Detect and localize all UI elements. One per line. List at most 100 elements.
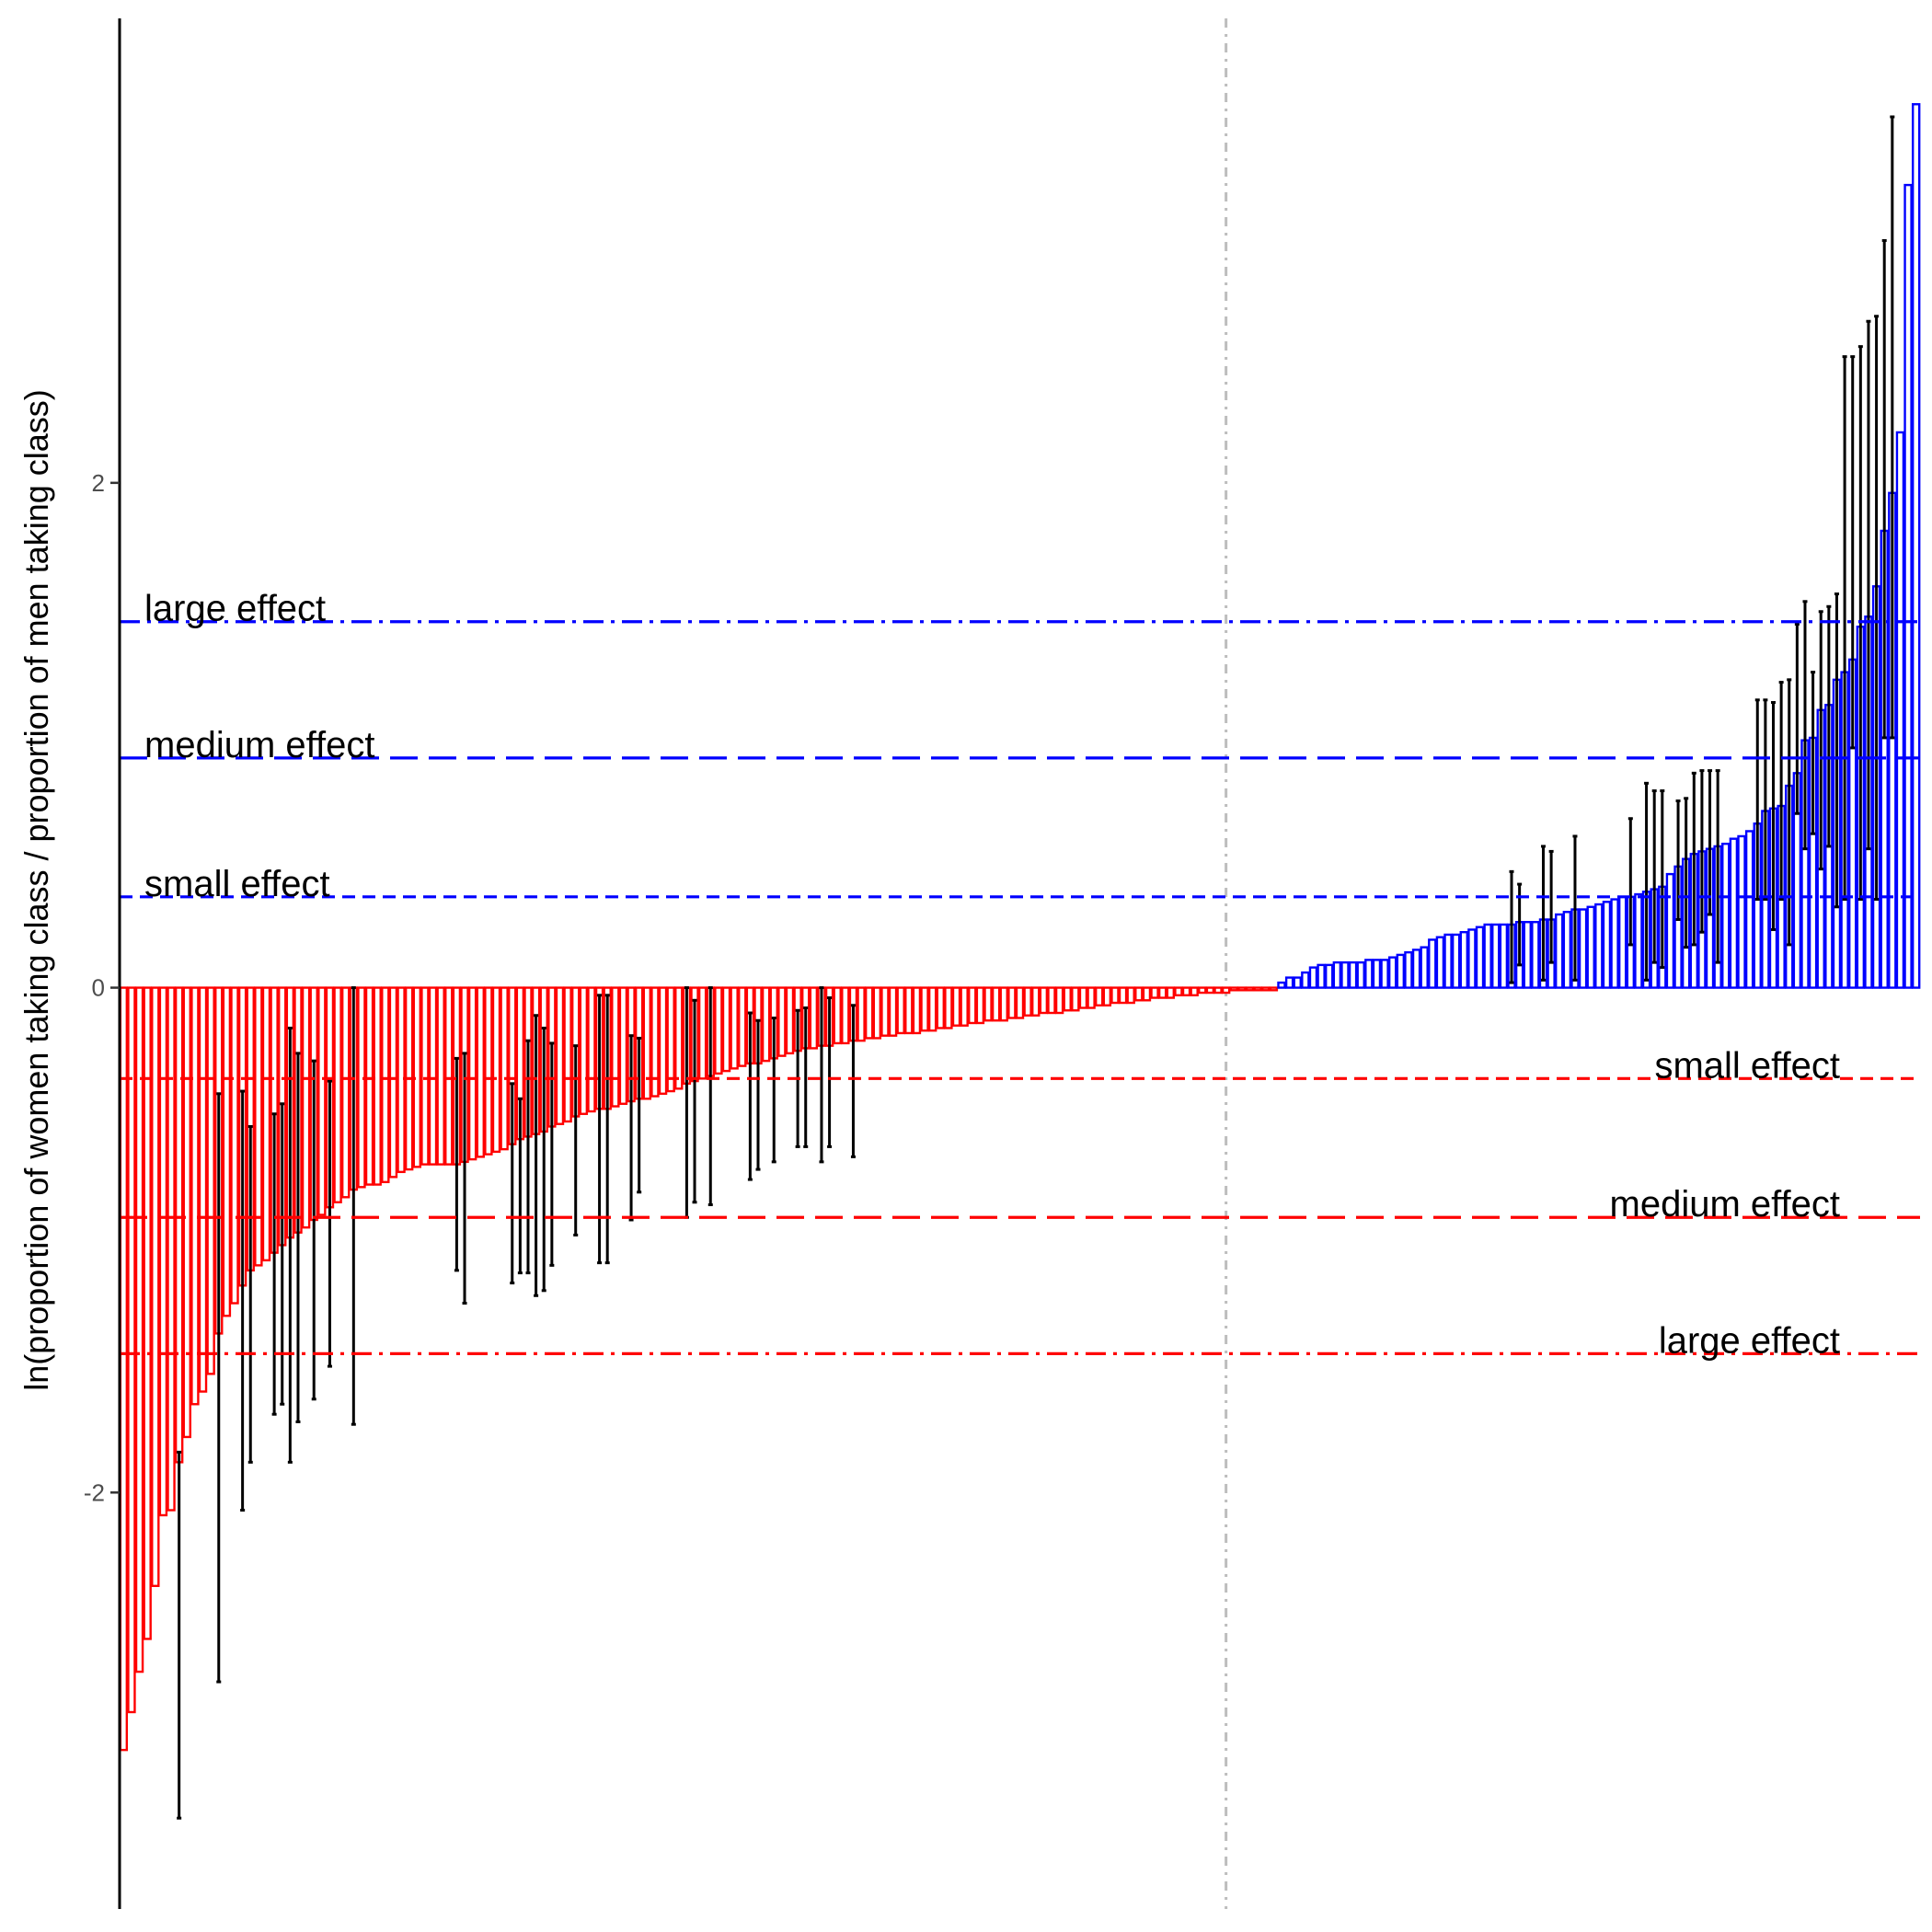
bar [777,986,787,1057]
bar [151,986,160,1588]
bar [1277,981,1286,989]
bar [230,986,239,1305]
bar [1483,923,1492,989]
bar [1134,986,1144,1002]
bar [697,986,707,1080]
bar [1293,976,1302,989]
bar [960,986,969,1027]
bar [1617,895,1627,989]
bar [1356,960,1365,989]
bar [1054,986,1064,1015]
bar [927,986,937,1032]
bar [420,986,430,1166]
bar [476,986,485,1158]
bar [983,986,993,1022]
bar [1404,950,1413,989]
bar [1744,830,1754,989]
reference-line-label: large effect [144,589,326,629]
bar [1284,976,1294,989]
bar [1039,986,1049,1015]
bar [904,986,914,1035]
bar [1229,986,1238,992]
bar [1205,986,1215,995]
bar [1317,963,1326,989]
bar [944,986,953,1029]
bar [1095,986,1104,1006]
bars-layer [119,103,1921,1752]
bar [1126,986,1135,1005]
bar [864,986,874,1040]
bar [1142,986,1152,1002]
bar [785,986,795,1055]
reference-lines-layer: large effect medium effect small effect sma… [120,589,1920,1361]
bar [1903,183,1913,989]
bar [714,986,723,1075]
bar [333,986,342,1203]
bar [206,986,215,1375]
bar [888,986,898,1037]
bar [611,986,620,1108]
bar [872,986,882,1040]
bar [1181,986,1191,996]
bar [1269,986,1279,992]
bar [563,986,572,1123]
bar [1007,986,1017,1019]
bar [388,986,398,1179]
bar [1245,986,1255,992]
bar [1372,959,1382,989]
y-ticks-layer: -2 0 2 [84,469,120,1506]
bar [579,986,589,1115]
bar [1499,923,1509,989]
bar [127,986,136,1714]
y-tick-label: -2 [84,1478,105,1506]
bar [880,986,890,1037]
bar [158,986,168,1517]
bar [658,986,668,1095]
bar [968,986,977,1025]
bar [1190,986,1199,996]
bar [357,986,366,1189]
bar [364,986,374,1186]
bar [991,986,1001,1022]
bar [1555,913,1564,989]
bar [1253,986,1262,992]
bar [436,986,445,1166]
bar [484,986,493,1156]
bar [841,986,850,1045]
bar [1586,905,1595,989]
bar [190,986,200,1406]
bar [1348,960,1358,989]
bar [809,986,819,1050]
bar [618,986,628,1105]
bar [1594,903,1604,989]
bar [1166,986,1176,999]
bar [1729,837,1739,989]
bar [1665,872,1675,989]
bar [1721,842,1731,989]
bar [1396,953,1406,989]
bar [1237,986,1247,992]
y-tick-label: 0 [92,974,105,1002]
reference-line-label: medium effect [144,725,375,765]
y-axis-title: ln(proportion of women taking class / pr… [17,389,55,1391]
bar [373,986,382,1186]
bar [1063,986,1072,1012]
bar [491,986,501,1154]
bar [1301,971,1310,989]
bar [1443,933,1453,989]
bar [500,986,509,1151]
bar [1459,931,1468,989]
bar [261,986,271,1262]
bar [1031,986,1041,1017]
bar [1087,986,1096,1009]
bar [721,986,731,1073]
bar [1118,986,1128,1005]
bar [587,986,596,1113]
bar [674,986,684,1090]
bar [555,986,565,1125]
bar [1420,946,1429,989]
bar [1737,834,1746,989]
bar [1428,938,1437,989]
